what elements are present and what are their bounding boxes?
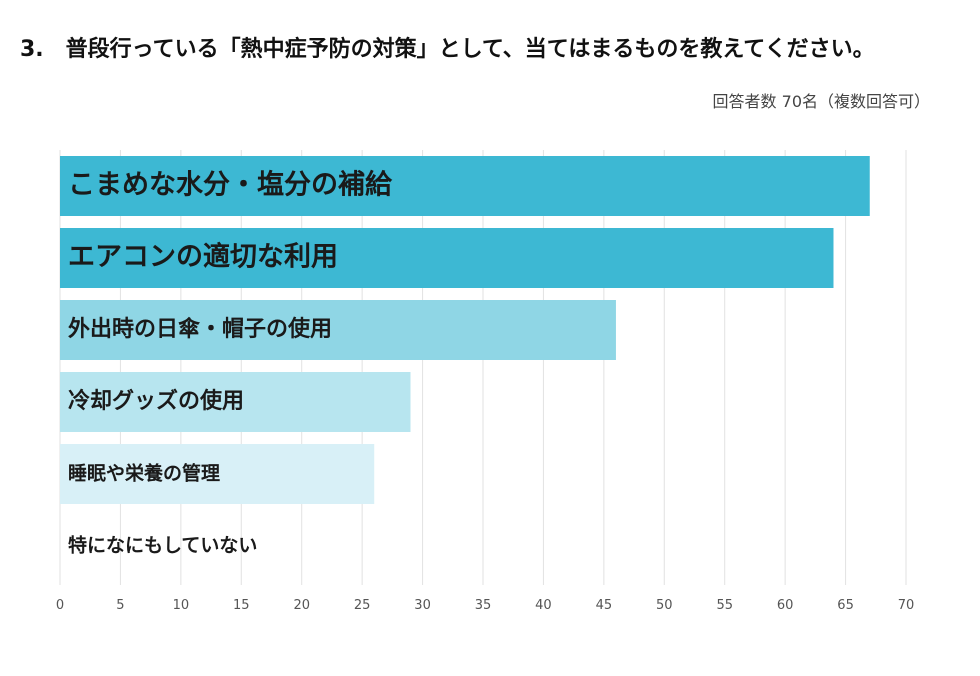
x-tick-label: 45 — [596, 598, 613, 613]
x-tick-label: 60 — [777, 598, 794, 613]
x-tick-label: 35 — [475, 598, 492, 613]
x-tick-label: 10 — [173, 598, 190, 613]
bar — [60, 228, 834, 288]
bar-category-label: 睡眠や栄養の管理 — [68, 462, 220, 485]
x-tick-label: 55 — [716, 598, 733, 613]
bar — [60, 444, 375, 504]
page-title: 3. 普段行っている「熱中症予防の対策」として、当てはまるものを教えてください。 — [20, 37, 875, 62]
bar — [60, 300, 616, 360]
bar — [60, 156, 870, 216]
x-tick-label: 20 — [293, 598, 310, 613]
x-tick-label: 30 — [414, 598, 431, 613]
bar-category-label: エアコンの適切な利用 — [68, 241, 338, 273]
bar — [60, 372, 411, 432]
x-tick-label: 0 — [56, 598, 64, 613]
x-tick-label: 65 — [837, 598, 854, 613]
respondents-note: 回答者数 70名（複数回答可） — [712, 92, 930, 111]
x-tick-label: 15 — [233, 598, 250, 613]
bar-category-label: 外出時の日傘・帽子の使用 — [68, 316, 332, 342]
x-tick-label: 40 — [535, 598, 552, 613]
x-tick-label: 25 — [354, 598, 371, 613]
bar-category-label: こまめな水分・塩分の補給 — [68, 169, 393, 201]
x-tick-label: 50 — [656, 598, 673, 613]
bar-category-label: 冷却グッズの使用 — [68, 388, 244, 414]
x-tick-label: 5 — [116, 598, 124, 613]
bar-category-label: 特になにもしていない — [68, 535, 257, 557]
x-tick-label: 70 — [898, 598, 915, 613]
